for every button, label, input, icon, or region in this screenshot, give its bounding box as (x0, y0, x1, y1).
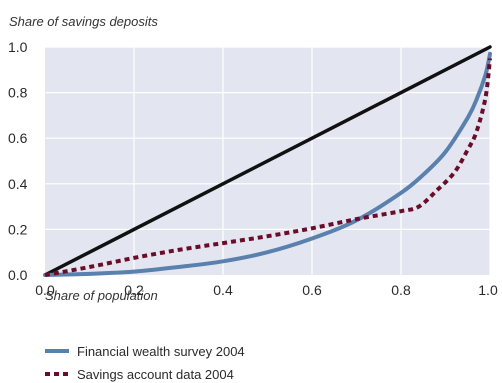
y-tick-label: 0.0 (8, 267, 28, 283)
legend-label-savings-account-data: Savings account data 2004 (77, 367, 234, 382)
x-tick-label: 0.8 (391, 282, 411, 298)
x-tick-labels: 0.0 0.2 0.4 0.6 0.8 1.0 (35, 282, 498, 298)
y-tick-label: 0.4 (8, 176, 28, 192)
y-tick-label: 1.0 (8, 39, 28, 55)
equality-line (43, 45, 492, 277)
y-tick-label: 0.8 (8, 85, 28, 101)
legend: Financial wealth survey 2004 Savings acc… (45, 344, 245, 382)
y-tick-labels: 0.0 0.2 0.4 0.6 0.8 1.0 (8, 39, 28, 283)
x-tick-label: 0.0 (35, 282, 55, 298)
y-tick-label: 0.6 (8, 130, 28, 146)
legend-label-financial-wealth-survey: Financial wealth survey 2004 (77, 344, 245, 359)
x-tick-label: 0.2 (124, 282, 144, 298)
y-axis-title: Share of savings deposits (9, 14, 158, 29)
y-tick-label: 0.2 (8, 221, 28, 237)
x-tick-label: 0.4 (213, 282, 233, 298)
x-axis-title: Share of population (45, 288, 158, 303)
x-tick-label: 1.0 (478, 282, 498, 298)
x-tick-label: 0.6 (302, 282, 322, 298)
